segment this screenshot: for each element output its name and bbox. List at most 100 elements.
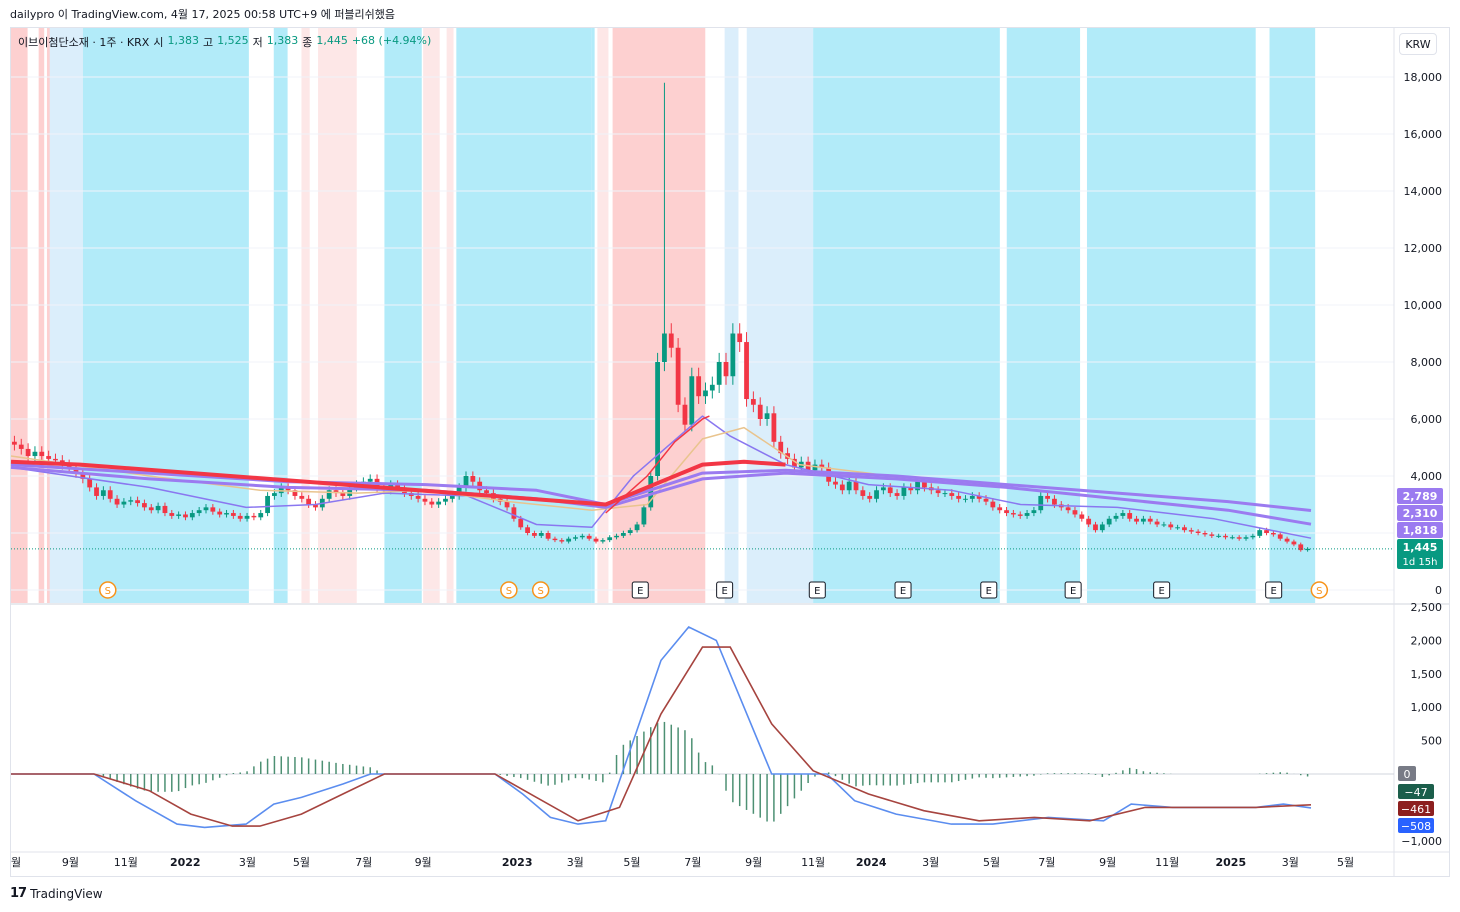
earnings-marker-icon: E bbox=[1153, 581, 1171, 599]
candle-body bbox=[778, 441, 784, 454]
candle-body bbox=[237, 515, 243, 519]
candle-body bbox=[299, 495, 305, 499]
candle-body bbox=[511, 507, 517, 519]
price-tick-label: 10,000 bbox=[1404, 299, 1443, 312]
split-marker-icon: S bbox=[1310, 581, 1329, 599]
candle-body bbox=[634, 524, 640, 531]
price-badge bbox=[1397, 522, 1443, 538]
earnings-marker-box bbox=[808, 581, 826, 599]
candle-body bbox=[846, 481, 852, 491]
marker-letter: E bbox=[721, 586, 727, 597]
candle-body bbox=[230, 513, 236, 516]
split-marker-icon: S bbox=[531, 581, 550, 599]
split-marker-circle bbox=[1310, 581, 1329, 599]
background-band bbox=[11, 28, 28, 603]
candle-body bbox=[976, 495, 982, 499]
candle-body bbox=[100, 490, 106, 496]
candle-body bbox=[750, 399, 756, 405]
macd-line bbox=[11, 626, 1312, 829]
candle-body bbox=[559, 540, 565, 542]
price-badge-label: 2,789 bbox=[1403, 490, 1438, 503]
macd-tick-label: 1,000 bbox=[1411, 701, 1443, 714]
candle-body bbox=[771, 413, 777, 442]
candle-body bbox=[395, 484, 400, 488]
background-band bbox=[597, 28, 609, 603]
moving-average-line bbox=[10, 459, 786, 507]
candle-body bbox=[53, 458, 58, 461]
background-band bbox=[273, 28, 288, 603]
legend-low-label: 저 bbox=[252, 36, 263, 49]
time-tick-label: 11월 bbox=[801, 856, 825, 869]
earnings-marker-box bbox=[716, 581, 734, 599]
marker-letter: S bbox=[538, 586, 544, 597]
candle-body bbox=[839, 484, 845, 491]
candle-body bbox=[737, 333, 743, 343]
candle-body bbox=[1298, 544, 1304, 551]
candle-body bbox=[579, 535, 585, 538]
price-badge-label: 2,310 bbox=[1403, 507, 1438, 520]
candle-body bbox=[538, 533, 544, 536]
background-bands bbox=[11, 28, 1316, 603]
time-tick-label: 5월 bbox=[623, 856, 640, 869]
background-band bbox=[446, 28, 454, 603]
candle-body bbox=[1250, 535, 1256, 538]
split-marker-icon: S bbox=[500, 581, 518, 599]
candle-body bbox=[429, 501, 435, 505]
background-band bbox=[591, 28, 595, 603]
candle-body bbox=[1147, 518, 1153, 522]
marker-letter: S bbox=[105, 586, 111, 597]
earnings-marker-box bbox=[1153, 581, 1171, 599]
price-badge bbox=[1397, 488, 1443, 504]
candle-body bbox=[449, 495, 455, 499]
split-marker-icon: S bbox=[99, 581, 117, 599]
candle-body bbox=[922, 481, 927, 488]
candle-body bbox=[292, 490, 298, 496]
candle-body bbox=[87, 478, 93, 488]
candle-body bbox=[128, 500, 134, 502]
marker-letter: E bbox=[900, 586, 906, 597]
candle-body bbox=[730, 333, 736, 377]
candle-body bbox=[819, 464, 825, 468]
currency-button[interactable]: KRW bbox=[1399, 33, 1437, 55]
time-tick-label: 9월 bbox=[745, 856, 762, 869]
candle-body bbox=[326, 490, 332, 499]
marker-letter: E bbox=[1271, 586, 1277, 597]
marker-letter: E bbox=[1158, 586, 1164, 597]
background-band bbox=[301, 28, 310, 603]
marker-letter: E bbox=[986, 586, 992, 597]
candle-body bbox=[121, 501, 127, 505]
candle-body bbox=[224, 513, 229, 515]
candle-body bbox=[1291, 541, 1297, 545]
legend-low-value: 1,383 bbox=[266, 34, 299, 47]
candle-body bbox=[265, 495, 270, 514]
candle-body bbox=[340, 493, 346, 496]
macd-badge bbox=[1398, 784, 1434, 799]
candle-body bbox=[997, 507, 1003, 511]
moving-average-line bbox=[10, 426, 924, 511]
time-tick-label: 3월 bbox=[567, 856, 584, 869]
time-tick-label: 11월 bbox=[1155, 856, 1179, 869]
price-tick-label: 4,000 bbox=[1411, 470, 1443, 483]
macd-tick-label: −1,000 bbox=[1401, 835, 1442, 848]
candle-body bbox=[258, 513, 264, 518]
candle-body bbox=[956, 495, 962, 499]
time-tick-label: 2023 bbox=[502, 856, 533, 869]
candle-body bbox=[313, 504, 318, 508]
candle-body bbox=[1038, 495, 1044, 511]
candle-body bbox=[203, 507, 209, 511]
tradingview-logo-icon: 17 bbox=[10, 886, 27, 901]
background-band bbox=[746, 28, 814, 603]
candle-body bbox=[525, 527, 530, 533]
macd-badge bbox=[1398, 801, 1434, 816]
time-tick-label: 7월 bbox=[684, 856, 701, 869]
background-band bbox=[1086, 28, 1256, 603]
candle-body bbox=[532, 533, 537, 536]
candle-body bbox=[1017, 514, 1023, 516]
symbol-legend: 이브이첨단소재 · 1주 · KRX 시 1,383 고 1,525 저 1,383 … bbox=[18, 34, 431, 50]
macd-badge bbox=[1398, 818, 1434, 833]
time-tick-label: 9월 bbox=[1099, 856, 1116, 869]
candle-body bbox=[963, 498, 968, 500]
candle-body bbox=[80, 473, 86, 479]
time-tick-label: 5월 bbox=[983, 856, 1000, 869]
